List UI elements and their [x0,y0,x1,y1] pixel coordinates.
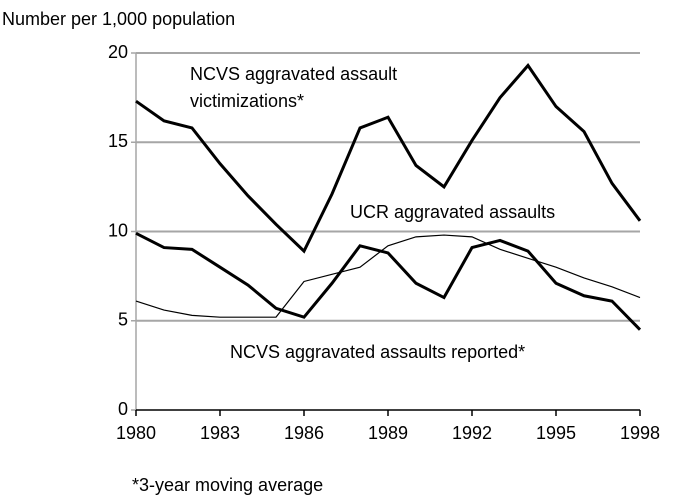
footnote: *3-year moving average [132,475,323,495]
y-tick-label: 5 [118,310,128,330]
x-tick-label: 1983 [200,423,240,443]
series-label: NCVS aggravated assault victimizations* [190,64,397,111]
series-line [135,231,642,331]
x-tick-label: 1980 [116,423,156,443]
series-label-line: NCVS aggravated assault [190,64,397,84]
y-tick-label: 15 [108,131,128,151]
y-axis-label: Number per 1,000 population [2,9,235,29]
series-label-line: victimizations* [190,91,304,111]
x-tick-label: 1995 [536,423,576,443]
y-tick-label: 10 [108,220,128,240]
x-tick-label: 1986 [284,423,324,443]
x-tick-label: 1989 [368,423,408,443]
y-tick-label: 20 [108,42,128,62]
series-label: UCR aggravated assaults [350,202,555,222]
y-tick-label: 0 [118,399,128,419]
x-tick-label: 1998 [620,423,660,443]
x-tick-label: 1992 [452,423,492,443]
series-line [135,234,641,318]
series-line [135,63,642,254]
series-label: NCVS aggravated assaults reported* [230,342,525,362]
